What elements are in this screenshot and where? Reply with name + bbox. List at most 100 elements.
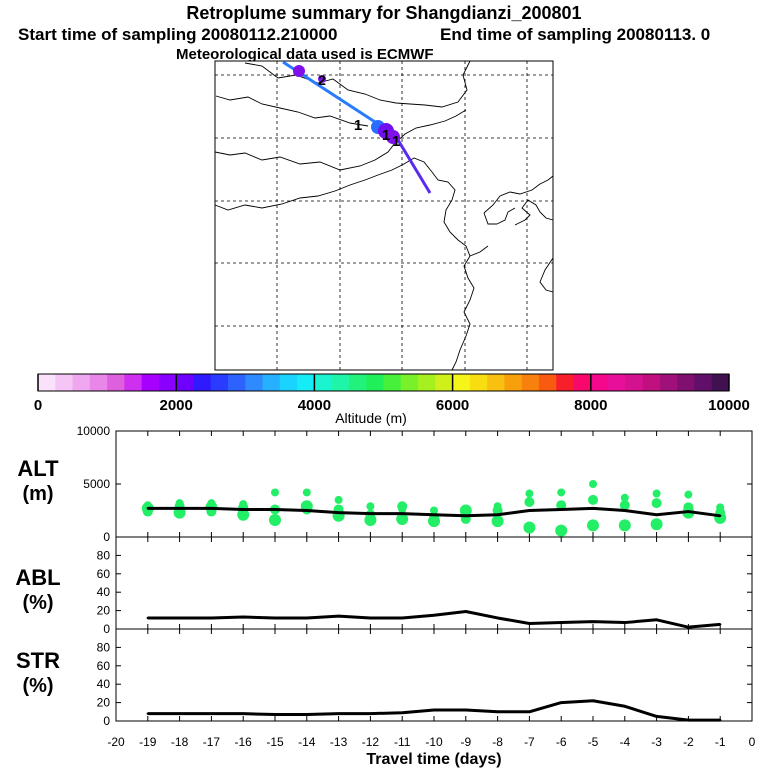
series-point bbox=[464, 610, 467, 613]
altitude-scatter-point bbox=[366, 502, 375, 511]
y-tick-label: 10000 bbox=[77, 424, 111, 438]
colorbar-swatch bbox=[55, 374, 74, 391]
panel-ylabel: ABL bbox=[15, 565, 60, 590]
time-series-panels: 0500010000ALT(m)020406080ABL(%)020406080… bbox=[15, 424, 755, 768]
altitude-scatter-point bbox=[237, 508, 250, 521]
altitude-scatter-point bbox=[302, 488, 311, 497]
series-point bbox=[401, 616, 404, 620]
altitude-scatter-point bbox=[714, 511, 727, 524]
altitude-scatter-point bbox=[557, 488, 566, 497]
altitude-scatter-point bbox=[620, 493, 629, 502]
colorbar-swatch bbox=[504, 374, 523, 391]
series-point bbox=[432, 513, 436, 516]
x-tick-label: -9 bbox=[460, 735, 471, 749]
y-tick-label: 0 bbox=[103, 530, 110, 544]
altitude-scatter-point bbox=[588, 494, 598, 505]
colorbar-swatch bbox=[573, 374, 592, 391]
trajectory-map: 2 1 1 1 bbox=[214, 60, 554, 371]
chart-title: Retroplume summary for Shangdianzi_20080… bbox=[186, 3, 582, 23]
series-point bbox=[719, 514, 722, 517]
colorbar-swatch bbox=[418, 374, 436, 391]
series-point bbox=[591, 620, 595, 623]
series-point bbox=[591, 507, 595, 510]
x-tick-label: -8 bbox=[492, 735, 503, 749]
series-point bbox=[178, 712, 181, 715]
series-point bbox=[496, 513, 499, 516]
series-point bbox=[401, 512, 404, 515]
altitude-colorbar: 0 2000 4000 6000 8000 10000 bbox=[34, 373, 750, 414]
altitude-scatter-point bbox=[652, 489, 661, 498]
colorbar-swatch bbox=[711, 374, 730, 391]
y-tick-label: 80 bbox=[97, 548, 111, 562]
colorbar-swatch bbox=[469, 374, 488, 391]
start-time-label: Start time of sampling 20080112.210000 bbox=[18, 25, 338, 44]
altitude-scatter-point bbox=[459, 504, 472, 517]
series-point bbox=[273, 508, 277, 511]
panel-abl: 0 20 40 60 80 ABL(%) bbox=[15, 536, 753, 636]
colorbar-swatch bbox=[608, 374, 626, 391]
series-point bbox=[560, 621, 563, 624]
colorbar-swatch bbox=[521, 374, 540, 391]
colorbar-swatch bbox=[124, 374, 143, 391]
x-tick-label: -18 bbox=[171, 735, 189, 749]
panel-ylabel: STR bbox=[16, 648, 60, 673]
series-point bbox=[464, 708, 467, 712]
altitude-scatter-point bbox=[650, 518, 663, 531]
x-tick-label: 0 bbox=[749, 735, 756, 749]
series-point bbox=[369, 712, 372, 715]
map-cluster-label-1c: 1 bbox=[392, 133, 400, 150]
series-point bbox=[146, 712, 149, 715]
series-point bbox=[305, 713, 308, 716]
colorbar-swatch bbox=[107, 374, 125, 391]
colorbar-swatch bbox=[193, 374, 212, 391]
colorbar-swatch bbox=[331, 374, 350, 391]
series-point bbox=[560, 701, 563, 704]
trajectory-cluster-marker bbox=[318, 75, 326, 83]
altitude-scatter-point bbox=[524, 497, 535, 508]
colorbar-tick-label: 6000 bbox=[436, 397, 469, 414]
colorbar-swatch bbox=[694, 374, 713, 391]
series-point bbox=[623, 509, 626, 512]
series-point bbox=[337, 712, 340, 715]
altitude-scatter-point bbox=[364, 514, 377, 527]
series-point bbox=[687, 625, 690, 629]
x-axis-label: Travel time (days) bbox=[366, 751, 501, 768]
trajectory-cluster-marker bbox=[386, 130, 400, 144]
colorbar-tick-label: 0 bbox=[34, 397, 42, 414]
x-tick-label: -17 bbox=[203, 735, 221, 749]
series-point bbox=[369, 512, 372, 515]
altitude-scatter-point bbox=[555, 524, 568, 537]
altitude-scatter-point bbox=[619, 500, 630, 511]
colorbar-swatch bbox=[677, 374, 695, 391]
x-tick-label: -12 bbox=[362, 735, 380, 749]
colorbar-swatch bbox=[625, 374, 644, 391]
x-tick-label: -4 bbox=[619, 735, 630, 749]
altitude-scatter-point bbox=[269, 514, 281, 527]
x-tick-label: -1 bbox=[715, 735, 726, 749]
altitude-scatter-point bbox=[589, 480, 597, 488]
panel-frame bbox=[115, 628, 753, 722]
map-cluster-label-1b: 1 bbox=[382, 127, 390, 144]
colorbar-swatch bbox=[487, 374, 505, 391]
y-tick-label: 20 bbox=[97, 604, 111, 618]
colorbar-swatch bbox=[314, 374, 333, 391]
panel-ylabel: (m) bbox=[22, 483, 53, 505]
altitude-scatter-point bbox=[334, 495, 343, 504]
y-tick-label: 60 bbox=[97, 659, 111, 673]
series-point bbox=[623, 621, 626, 624]
series-point bbox=[242, 712, 245, 715]
series-point bbox=[242, 615, 245, 619]
y-tick-label: 40 bbox=[97, 585, 111, 599]
panel-alt: 0 5000 10000 ALT(m) bbox=[17, 424, 753, 544]
series-point bbox=[337, 614, 340, 618]
series-point bbox=[528, 710, 531, 713]
colorbar-swatch bbox=[366, 374, 384, 391]
series-point bbox=[560, 508, 563, 511]
series-point bbox=[496, 616, 499, 620]
altitude-scatter-point bbox=[684, 490, 693, 499]
series-point bbox=[528, 622, 531, 625]
series-point bbox=[464, 514, 467, 517]
colorbar-label: Altitude (m) bbox=[335, 410, 407, 426]
x-tick-label: -13 bbox=[330, 735, 348, 749]
